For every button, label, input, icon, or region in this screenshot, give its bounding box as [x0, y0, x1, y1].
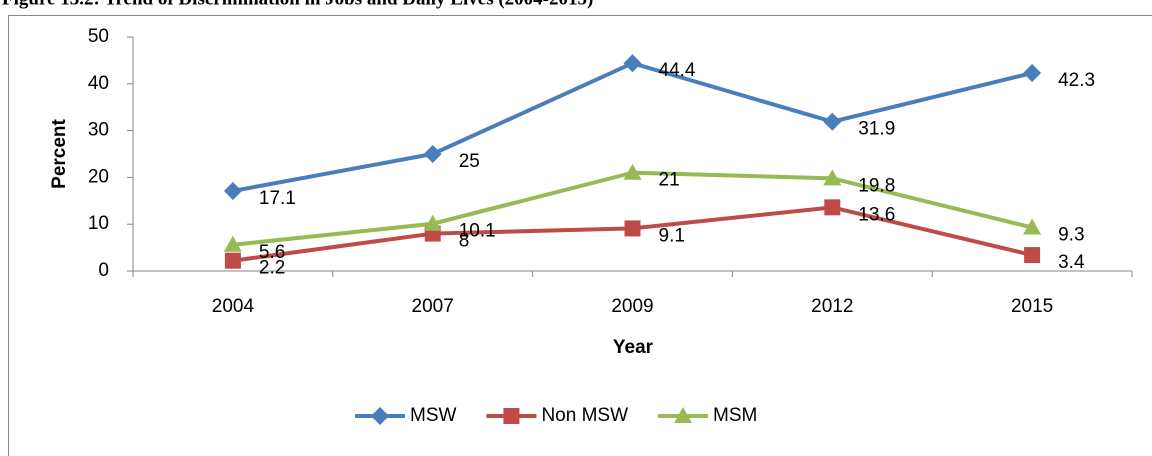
- marker: [1023, 64, 1042, 83]
- data-label: 5.6: [259, 242, 285, 263]
- data-label: 21: [659, 170, 680, 191]
- data-label: 9.1: [659, 225, 685, 246]
- legend-label: MSW: [410, 405, 457, 426]
- marker: [1023, 218, 1042, 235]
- marker: [823, 169, 842, 186]
- data-label: 31.9: [858, 119, 895, 140]
- marker: [224, 252, 241, 269]
- data-label: 13.6: [858, 204, 895, 225]
- marker: [503, 408, 520, 424]
- marker: [824, 199, 841, 216]
- marker: [423, 214, 442, 231]
- y-tick-label: 0: [98, 260, 109, 281]
- x-tick-label: 2009: [611, 296, 653, 317]
- legend-label: MSM: [713, 405, 757, 426]
- marker: [423, 145, 442, 163]
- y-tick-label: 50: [88, 26, 109, 47]
- legend-label: Non MSW: [541, 405, 628, 426]
- x-tick-label: 2012: [811, 296, 853, 317]
- y-tick-label: 20: [88, 166, 109, 187]
- x-tick-label: 2004: [212, 296, 255, 317]
- marker: [223, 181, 242, 200]
- data-label: 42.3: [1058, 70, 1095, 91]
- marker: [674, 407, 693, 423]
- x-axis-title: Year: [613, 337, 654, 358]
- y-tick-label: 40: [88, 73, 109, 94]
- data-label: 8: [459, 231, 470, 252]
- marker: [223, 235, 242, 252]
- marker: [624, 220, 641, 237]
- marker: [1024, 247, 1041, 264]
- data-label: 9.3: [1058, 224, 1084, 245]
- marker: [371, 407, 389, 425]
- data-label: 3.4: [1058, 252, 1085, 273]
- data-label: 44.4: [659, 60, 696, 81]
- data-label: 10.1: [459, 221, 496, 242]
- data-label: 19.8: [858, 175, 895, 196]
- chart-border: [8, 15, 1152, 456]
- x-tick-label: 2007: [412, 296, 454, 317]
- chart-title: Figure 13.2: Trend of Discrimination in …: [2, 0, 593, 9]
- data-label: 2.2: [259, 258, 285, 279]
- data-label: 25: [459, 151, 480, 172]
- marker: [623, 54, 642, 73]
- marker: [823, 112, 842, 131]
- x-tick-label: 2015: [1011, 296, 1053, 317]
- y-axis-title: Percent: [49, 118, 70, 188]
- data-label: 17.1: [259, 188, 296, 209]
- y-tick-label: 30: [88, 120, 109, 141]
- y-tick-label: 10: [88, 213, 109, 234]
- marker: [623, 163, 642, 180]
